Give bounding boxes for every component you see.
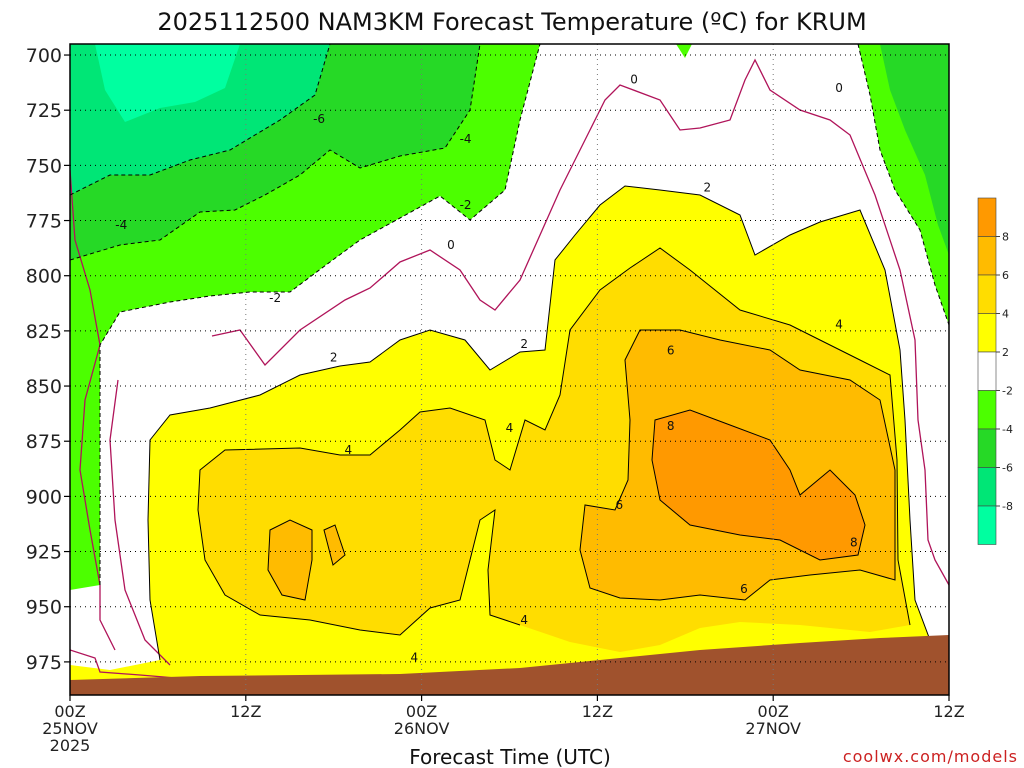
- gridlines: [70, 44, 949, 695]
- colorbar-swatch: [977, 467, 997, 507]
- contour-label: 6: [667, 344, 675, 358]
- contour-label: 0: [630, 72, 638, 86]
- contour-label: -6: [313, 112, 325, 126]
- colorbar-tick-label: -4: [1002, 423, 1013, 436]
- contour-label: 2: [703, 180, 711, 194]
- plot-area: -6 -4 -4 -2 -2 0 0 0 2 2 2 4 4 4 4 4 6 6 6 8 8: [70, 44, 949, 695]
- y-tick-label: 950: [26, 597, 62, 619]
- contour-label: -4: [460, 132, 472, 146]
- colorbar-tick-label: 8: [1002, 231, 1009, 244]
- x-tick-label: 26NOV: [394, 719, 450, 738]
- contour-label: 4: [345, 443, 353, 457]
- y-tick-label: 700: [26, 45, 62, 67]
- contour-label: 6: [616, 498, 624, 512]
- colorbar-swatch: [977, 390, 997, 430]
- x-axis-label: Forecast Time (UTC): [409, 745, 611, 768]
- chart-title: 2025112500 NAM3KM Forecast Temperature (…: [157, 8, 866, 36]
- band-8-plus: [652, 410, 865, 560]
- x-tick-label: 00Z: [406, 702, 437, 721]
- contour-6: [579, 329, 896, 601]
- contour-label: 8: [850, 536, 858, 550]
- band-6-8-island-2: [324, 525, 345, 565]
- contour-label: 2: [330, 350, 338, 364]
- contour-label: -2: [460, 198, 472, 212]
- contour-zero-mid: [211, 58, 949, 586]
- contour-minus6: [70, 44, 331, 196]
- x-tick-label: 00Z: [54, 702, 85, 721]
- y-tick-label: 800: [26, 266, 62, 288]
- y-tick-label: 975: [26, 652, 62, 674]
- contour-label: 2: [520, 337, 528, 351]
- contour-label: -2: [269, 291, 281, 305]
- contour-minus2: [99, 44, 541, 585]
- contour-zero-left: [70, 169, 116, 651]
- x-tick-label: 2025: [50, 736, 91, 755]
- x-tick-label: 12Z: [582, 702, 613, 721]
- credit-text: coolwx.com/models: [843, 747, 1018, 766]
- y-tick-label: 850: [26, 376, 62, 398]
- colorbar-legend: 8 6 4 2 -2 -4 -6 -8: [977, 197, 1013, 545]
- x-tick-label: 12Z: [230, 702, 261, 721]
- y-tick-label: 775: [26, 211, 62, 233]
- colorbar-tick-label: -8: [1002, 500, 1013, 513]
- y-tick-label: 925: [26, 542, 62, 564]
- contour-labels: -6 -4 -4 -2 -2 0 0 0 2 2 2 4 4 4 4 4 6 6 6 8 8: [115, 72, 857, 664]
- y-tick-label: 725: [26, 100, 62, 122]
- band-cold-topright: [676, 44, 692, 58]
- colorbar-swatch: [977, 313, 997, 353]
- band-6-8-island: [268, 520, 312, 600]
- contour-label: 4: [506, 421, 514, 435]
- x-tick-label: 27NOV: [745, 719, 801, 738]
- contour-label: 6: [740, 582, 748, 596]
- contour-8: [651, 409, 866, 561]
- y-axis-ticks: 700 725 750 775 800 825 850 875 900 925 950 975: [26, 45, 70, 674]
- plot-frame: [69, 43, 950, 696]
- contour-label: 4: [520, 613, 528, 627]
- contour-label: -4: [115, 218, 127, 232]
- contour-label: 4: [410, 650, 418, 664]
- x-tick-label: 12Z: [933, 702, 964, 721]
- colorbar-swatch: [977, 428, 997, 468]
- y-tick-label: 750: [26, 155, 62, 177]
- colorbar-tick-label: -6: [1002, 462, 1013, 475]
- y-tick-label: 900: [26, 486, 62, 508]
- colorbar-tick-label: 6: [1002, 269, 1009, 282]
- y-tick-label: 875: [26, 431, 62, 453]
- colorbar-swatch: [977, 197, 997, 237]
- terrain-ground: [70, 635, 949, 695]
- contour-label: 4: [835, 317, 843, 331]
- colorbar-tick-label: 4: [1002, 308, 1009, 321]
- x-tick-label: 25NOV: [42, 719, 98, 738]
- colorbar-swatch: [977, 274, 997, 314]
- colorbar-tick-label: 2: [1002, 346, 1009, 359]
- contour-label: 8: [667, 419, 675, 433]
- contour-minus4: [70, 44, 481, 261]
- colorbar-swatch: [977, 236, 997, 276]
- colorbar-tick-label: -2: [1002, 385, 1013, 398]
- contour-6-island: [267, 519, 313, 601]
- x-tick-label: 00Z: [758, 702, 789, 721]
- band-cold-right-inner: [880, 44, 949, 255]
- contour-6-island-2: [323, 524, 346, 566]
- contour-minus2-right: [857, 44, 949, 326]
- contour-label: 0: [835, 81, 843, 95]
- contour-label: 0: [447, 238, 455, 252]
- colorbar-swatch: [977, 505, 997, 545]
- band-cold-left-coldest: [95, 44, 240, 122]
- y-tick-label: 825: [26, 321, 62, 343]
- colorbar-swatch: [977, 351, 997, 391]
- contour-zero-bottom-2: [109, 379, 171, 666]
- contour-2: [147, 185, 931, 661]
